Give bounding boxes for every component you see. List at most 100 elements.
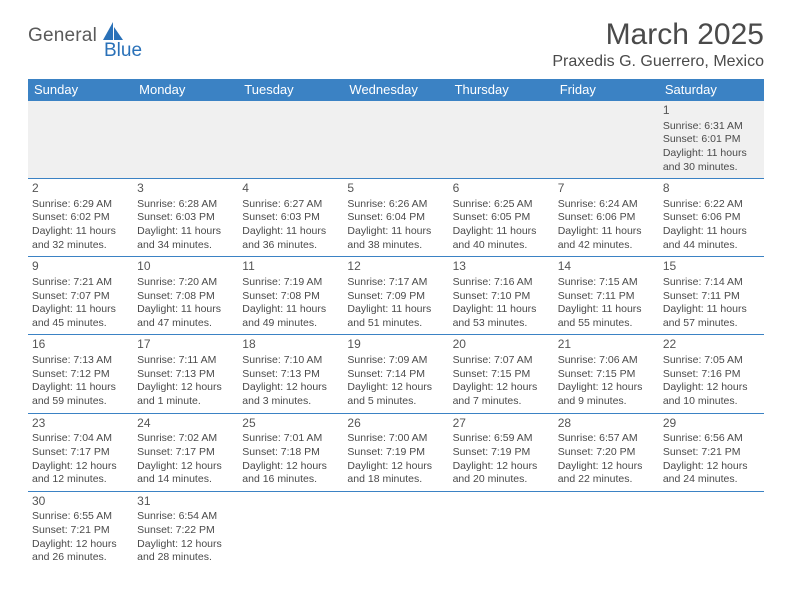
sunrise-line: Sunrise: 6:28 AM	[137, 198, 234, 212]
daylight-line-1: Daylight: 12 hours	[32, 538, 129, 552]
day-header-sat: Saturday	[659, 79, 764, 101]
day-number: 13	[453, 259, 550, 275]
day-cell: 19Sunrise: 7:09 AMSunset: 7:14 PMDayligh…	[343, 335, 448, 412]
day-cell: 2Sunrise: 6:29 AMSunset: 6:02 PMDaylight…	[28, 179, 133, 256]
daylight-line-2: and 42 minutes.	[558, 239, 655, 253]
daylight-line-2: and 44 minutes.	[663, 239, 760, 253]
daylight-line-1: Daylight: 12 hours	[453, 460, 550, 474]
sunset-line: Sunset: 7:15 PM	[558, 368, 655, 382]
day-cell: 27Sunrise: 6:59 AMSunset: 7:19 PMDayligh…	[449, 414, 554, 491]
daylight-line-1: Daylight: 12 hours	[137, 460, 234, 474]
sunrise-line: Sunrise: 7:02 AM	[137, 432, 234, 446]
sunset-line: Sunset: 7:22 PM	[137, 524, 234, 538]
daylight-line-2: and 14 minutes.	[137, 473, 234, 487]
day-number: 18	[242, 337, 339, 353]
day-number: 19	[347, 337, 444, 353]
sunset-line: Sunset: 7:18 PM	[242, 446, 339, 460]
daylight-line-2: and 57 minutes.	[663, 317, 760, 331]
logo-text-blue: Blue	[104, 40, 142, 62]
day-header-fri: Friday	[554, 79, 659, 101]
sunset-line: Sunset: 7:10 PM	[453, 290, 550, 304]
daylight-line-2: and 38 minutes.	[347, 239, 444, 253]
day-cell: 5Sunrise: 6:26 AMSunset: 6:04 PMDaylight…	[343, 179, 448, 256]
day-number: 8	[663, 181, 760, 197]
sunset-line: Sunset: 7:11 PM	[558, 290, 655, 304]
day-cell: 4Sunrise: 6:27 AMSunset: 6:03 PMDaylight…	[238, 179, 343, 256]
weeks-container: 1Sunrise: 6:31 AMSunset: 6:01 PMDaylight…	[28, 101, 764, 569]
day-cell: 26Sunrise: 7:00 AMSunset: 7:19 PMDayligh…	[343, 414, 448, 491]
day-number: 15	[663, 259, 760, 275]
day-number: 9	[32, 259, 129, 275]
sunrise-line: Sunrise: 6:56 AM	[663, 432, 760, 446]
sunrise-line: Sunrise: 7:16 AM	[453, 276, 550, 290]
sunrise-line: Sunrise: 7:15 AM	[558, 276, 655, 290]
day-header-mon: Monday	[133, 79, 238, 101]
day-cell	[449, 492, 554, 569]
day-number: 29	[663, 416, 760, 432]
daylight-line-2: and 24 minutes.	[663, 473, 760, 487]
day-cell: 13Sunrise: 7:16 AMSunset: 7:10 PMDayligh…	[449, 257, 554, 334]
daylight-line-2: and 45 minutes.	[32, 317, 129, 331]
sunset-line: Sunset: 6:04 PM	[347, 211, 444, 225]
day-header-wed: Wednesday	[343, 79, 448, 101]
day-cell: 28Sunrise: 6:57 AMSunset: 7:20 PMDayligh…	[554, 414, 659, 491]
day-number: 6	[453, 181, 550, 197]
day-header-tue: Tuesday	[238, 79, 343, 101]
day-number: 20	[453, 337, 550, 353]
sunset-line: Sunset: 7:08 PM	[242, 290, 339, 304]
daylight-line-1: Daylight: 11 hours	[663, 225, 760, 239]
week-row: 1Sunrise: 6:31 AMSunset: 6:01 PMDaylight…	[28, 101, 764, 179]
day-header-sun: Sunday	[28, 79, 133, 101]
day-cell	[659, 492, 764, 569]
sunset-line: Sunset: 7:14 PM	[347, 368, 444, 382]
day-number: 1	[663, 103, 760, 119]
day-header-row: Sunday Monday Tuesday Wednesday Thursday…	[28, 79, 764, 101]
day-number: 17	[137, 337, 234, 353]
sunset-line: Sunset: 7:19 PM	[347, 446, 444, 460]
daylight-line-2: and 7 minutes.	[453, 395, 550, 409]
daylight-line-1: Daylight: 11 hours	[137, 303, 234, 317]
sunrise-line: Sunrise: 6:29 AM	[32, 198, 129, 212]
day-number: 27	[453, 416, 550, 432]
day-number: 23	[32, 416, 129, 432]
daylight-line-2: and 12 minutes.	[32, 473, 129, 487]
day-cell: 20Sunrise: 7:07 AMSunset: 7:15 PMDayligh…	[449, 335, 554, 412]
day-number: 30	[32, 494, 129, 510]
day-cell: 9Sunrise: 7:21 AMSunset: 7:07 PMDaylight…	[28, 257, 133, 334]
daylight-line-1: Daylight: 12 hours	[137, 381, 234, 395]
sunrise-line: Sunrise: 6:57 AM	[558, 432, 655, 446]
daylight-line-1: Daylight: 11 hours	[242, 225, 339, 239]
day-cell	[449, 101, 554, 178]
day-number: 7	[558, 181, 655, 197]
day-cell: 22Sunrise: 7:05 AMSunset: 7:16 PMDayligh…	[659, 335, 764, 412]
daylight-line-1: Daylight: 11 hours	[558, 225, 655, 239]
sunset-line: Sunset: 7:12 PM	[32, 368, 129, 382]
day-number: 26	[347, 416, 444, 432]
day-number: 3	[137, 181, 234, 197]
day-number: 10	[137, 259, 234, 275]
daylight-line-2: and 5 minutes.	[347, 395, 444, 409]
sunset-line: Sunset: 6:01 PM	[663, 133, 760, 147]
daylight-line-1: Daylight: 11 hours	[453, 225, 550, 239]
daylight-line-2: and 32 minutes.	[32, 239, 129, 253]
day-cell: 11Sunrise: 7:19 AMSunset: 7:08 PMDayligh…	[238, 257, 343, 334]
daylight-line-1: Daylight: 12 hours	[242, 460, 339, 474]
daylight-line-2: and 22 minutes.	[558, 473, 655, 487]
daylight-line-2: and 53 minutes.	[453, 317, 550, 331]
day-cell: 25Sunrise: 7:01 AMSunset: 7:18 PMDayligh…	[238, 414, 343, 491]
location-text: Praxedis G. Guerrero, Mexico	[552, 53, 764, 71]
daylight-line-1: Daylight: 12 hours	[558, 381, 655, 395]
sunset-line: Sunset: 7:17 PM	[32, 446, 129, 460]
sunrise-line: Sunrise: 6:55 AM	[32, 510, 129, 524]
day-number: 31	[137, 494, 234, 510]
day-cell: 15Sunrise: 7:14 AMSunset: 7:11 PMDayligh…	[659, 257, 764, 334]
sunrise-line: Sunrise: 7:10 AM	[242, 354, 339, 368]
day-cell	[238, 101, 343, 178]
sunrise-line: Sunrise: 7:14 AM	[663, 276, 760, 290]
sunrise-line: Sunrise: 6:54 AM	[137, 510, 234, 524]
sunrise-line: Sunrise: 6:25 AM	[453, 198, 550, 212]
daylight-line-2: and 40 minutes.	[453, 239, 550, 253]
page-title: March 2025	[552, 18, 764, 52]
week-row: 23Sunrise: 7:04 AMSunset: 7:17 PMDayligh…	[28, 414, 764, 492]
daylight-line-2: and 20 minutes.	[453, 473, 550, 487]
